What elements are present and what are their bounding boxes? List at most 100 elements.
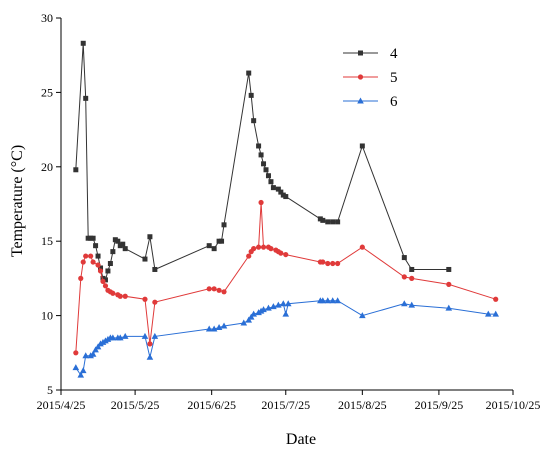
y-tick-label: 25 xyxy=(41,85,53,99)
series-5-point xyxy=(211,286,217,292)
legend-item-6: 6 xyxy=(343,94,398,110)
y-axis-title: Temperature (°C) xyxy=(9,145,26,257)
series-6-point xyxy=(82,352,89,359)
series-5-point xyxy=(325,260,331,267)
legend-swatch-marker xyxy=(357,74,364,80)
series-4-point xyxy=(219,238,225,244)
series-5 xyxy=(73,199,499,356)
series-6-point xyxy=(220,322,228,329)
series-5-point xyxy=(268,246,274,252)
series-6-point xyxy=(492,310,500,317)
series-4-point xyxy=(246,70,252,76)
y-tick-label: 10 xyxy=(41,309,53,323)
series-5-point xyxy=(206,286,212,292)
series-4-point xyxy=(80,40,86,46)
legend-label: 4 xyxy=(390,46,398,62)
legend-label: 5 xyxy=(390,70,398,86)
series-5-point xyxy=(359,244,365,250)
series-6-point xyxy=(359,312,366,319)
series-4-point xyxy=(320,217,326,223)
legend-swatch-marker xyxy=(357,97,364,104)
series-4-point xyxy=(409,266,415,272)
y-tick-label: 30 xyxy=(41,11,53,25)
series-4-point xyxy=(95,253,101,259)
series-5-point xyxy=(409,275,415,281)
series-6-point xyxy=(334,297,341,304)
x-tick-label: 2015/4/25 xyxy=(37,398,86,412)
series-6-point xyxy=(279,300,287,307)
x-tick-label: 2015/5/25 xyxy=(111,398,160,412)
series-4-point xyxy=(278,189,284,195)
series-5-point xyxy=(221,289,227,295)
series-6-point xyxy=(401,300,408,307)
series-6-point xyxy=(329,297,336,304)
series-5-point xyxy=(401,274,407,280)
series-5-point xyxy=(446,281,452,287)
series-4-point xyxy=(265,173,271,179)
series-4-point xyxy=(256,143,262,149)
x-tick-label: 2015/7/25 xyxy=(261,398,310,412)
series-5-point xyxy=(102,283,109,289)
series-5-point xyxy=(283,251,289,258)
series-4-point xyxy=(261,161,267,167)
series-6-point xyxy=(324,297,332,304)
series-5-point xyxy=(335,260,341,267)
series-4-point xyxy=(90,235,96,241)
legend-item-5: 5 xyxy=(343,70,398,86)
series-5-point xyxy=(152,299,158,305)
series-5-point xyxy=(95,262,101,268)
series-5-point xyxy=(330,260,336,267)
legend-item-4: 4 xyxy=(343,46,398,62)
series-5-point xyxy=(258,199,264,206)
legend-swatch-marker xyxy=(358,50,363,56)
series-5-point xyxy=(73,350,79,356)
series-4-point xyxy=(105,268,111,274)
series-6-point xyxy=(282,310,290,317)
series-4-point xyxy=(206,243,212,249)
series-5-point xyxy=(142,296,148,302)
series-5-line xyxy=(75,202,496,353)
series-5-point xyxy=(251,246,257,252)
series-5-point xyxy=(216,287,222,293)
series-4-point xyxy=(122,246,128,252)
series-4-point xyxy=(98,265,104,271)
series-5-point xyxy=(246,253,252,259)
series-4-point xyxy=(93,243,99,249)
series-5-point xyxy=(255,244,262,250)
series-5-point xyxy=(88,253,94,259)
series-4-point xyxy=(401,255,407,261)
series-4-point xyxy=(73,167,79,173)
series-5-point xyxy=(493,296,499,302)
series-5-point xyxy=(122,293,128,299)
series-4-point xyxy=(325,219,331,225)
series-6-point xyxy=(89,350,97,357)
series-4-point xyxy=(120,241,126,247)
plot-area xyxy=(72,40,500,378)
series-4-point xyxy=(221,222,227,228)
series-6-point xyxy=(141,332,149,339)
series-4-point xyxy=(283,194,289,200)
series-4-point xyxy=(152,266,158,272)
series-6-point xyxy=(284,300,292,307)
series-4 xyxy=(73,40,452,283)
series-4-point xyxy=(251,118,257,124)
y-tick-label: 5 xyxy=(47,383,53,397)
series-5-point xyxy=(83,253,89,259)
series-6-point xyxy=(240,319,248,326)
legend-label: 6 xyxy=(390,94,398,110)
series-4-point xyxy=(147,234,153,240)
series-4-point xyxy=(107,261,113,267)
series-4-point xyxy=(142,256,148,262)
series-6-point xyxy=(79,367,87,374)
series-4-point xyxy=(248,92,254,98)
x-tick-label: 2015/6/25 xyxy=(187,398,236,412)
x-tick-label: 2015/8/25 xyxy=(338,398,387,412)
series-6-point xyxy=(109,334,117,341)
series-6-point xyxy=(319,297,327,304)
series-5-point xyxy=(100,278,106,284)
series-4-point xyxy=(263,167,269,173)
y-tick-label: 15 xyxy=(41,234,53,248)
series-4-point xyxy=(446,266,452,272)
series-6-point xyxy=(72,364,80,371)
